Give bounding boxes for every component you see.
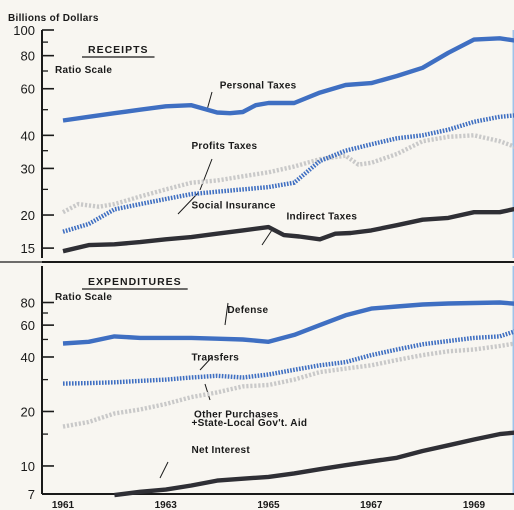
receipts-shaded-region — [512, 30, 514, 258]
y-unit-label: Billions of Dollars — [8, 13, 99, 24]
expenditures-label-defense: Defense — [227, 305, 268, 316]
expenditures-label-other1: Other Purchases — [194, 410, 279, 421]
receipts-series-social-insurance — [62, 113, 514, 234]
expenditures-scale-note: Ratio Scale — [55, 292, 112, 303]
x-tick-label: 1961 — [52, 500, 75, 510]
expenditures-title: EXPENDITURES — [88, 276, 182, 288]
receipts-series-personal-taxes — [62, 36, 514, 123]
receipts-title: RECEIPTS — [88, 44, 149, 56]
label-leader-line — [177, 192, 199, 215]
expenditures-y-tick-label: 60 — [21, 318, 35, 333]
expenditures-y-tick-label: 7 — [28, 487, 35, 502]
expenditures-shaded-region — [512, 266, 514, 494]
receipts-y-tick-label: 20 — [21, 208, 35, 223]
x-tick-label: 1963 — [155, 500, 178, 510]
receipts-y-tick-label: 80 — [21, 49, 35, 64]
label-leader-line — [224, 302, 229, 326]
expenditures-series-transfers — [62, 329, 514, 386]
expenditures-y-tick-label: 40 — [21, 350, 35, 365]
expenditures-label-netint: Net Interest — [191, 445, 250, 456]
receipts-y-tick-label: 30 — [21, 161, 35, 176]
receipts-label-profits: Profits Taxes — [191, 141, 257, 152]
expenditures-y-tick-label: 10 — [21, 459, 35, 474]
x-tick-label: 1965 — [257, 500, 280, 510]
receipts-label-personal: Personal Taxes — [220, 81, 297, 92]
label-leader-line — [261, 229, 273, 246]
expenditures-y-tick-label: 20 — [21, 404, 35, 419]
label-leader-line — [199, 158, 213, 191]
expenditures-label-transfers: Transfers — [191, 352, 239, 363]
receipts-series-indirect-taxes — [62, 206, 514, 254]
receipts-label-social: Social Insurance — [191, 200, 275, 211]
x-tick-label: 1967 — [360, 500, 383, 510]
receipts-label-indirect: Indirect Taxes — [286, 212, 357, 223]
receipts-y-tick-label: 40 — [21, 128, 35, 143]
receipts-y-tick-label: 15 — [21, 241, 35, 256]
label-leader-line — [206, 91, 213, 111]
receipts-y-tick-label: 100 — [13, 23, 35, 38]
expenditures-series-net-interest — [114, 430, 514, 498]
label-leader-line — [159, 461, 169, 479]
receipts-y-tick-label: 60 — [21, 82, 35, 97]
receipts-scale-note: Ratio Scale — [55, 65, 112, 76]
expenditures-label-other2: +State-Local Gov't. Aid — [191, 418, 307, 429]
expenditures-series-defense — [62, 300, 514, 346]
label-leader-line — [199, 356, 213, 371]
receipts-series-profits-taxes — [61, 133, 514, 215]
x-tick-label: 1969 — [463, 500, 486, 510]
expenditures-series-other-purchases-state-local-gov-t-aid — [62, 341, 514, 429]
expenditures-y-tick-label: 80 — [21, 296, 35, 311]
